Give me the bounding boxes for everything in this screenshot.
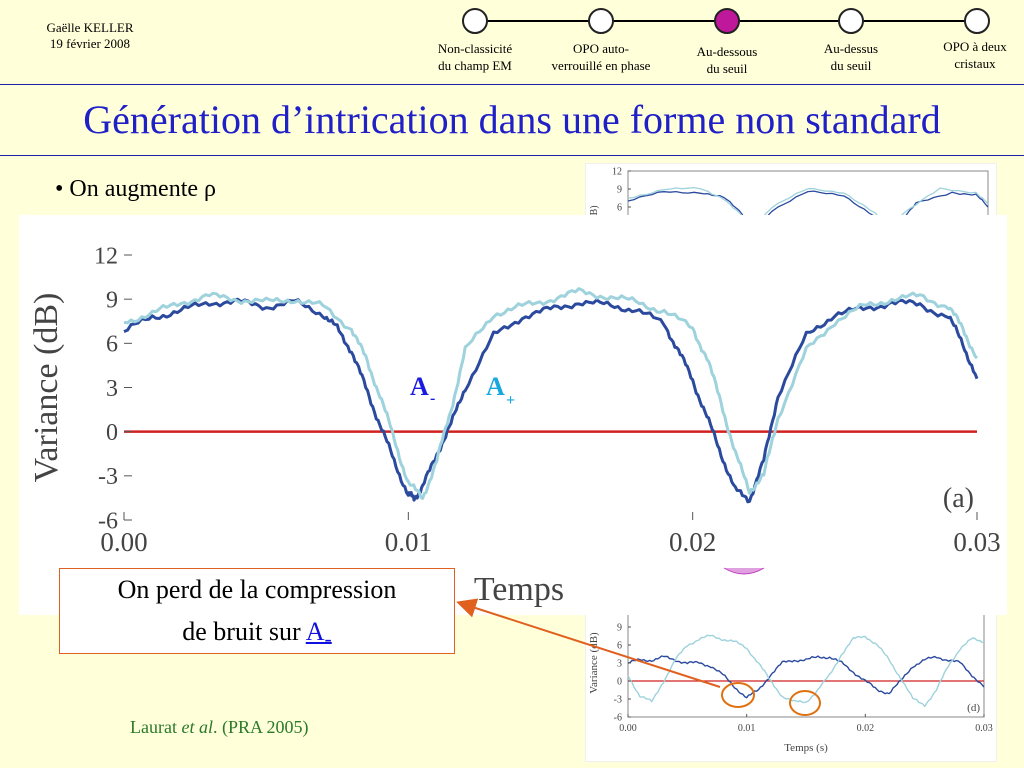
main-chart-panel: 12 9 6 3 0 -3 -6 0.00 0.01 0.02 0.03 Variance (dB) T… [19,215,1007,615]
y-tick-label: -6 [98,508,118,534]
y-tick-label: 0 [617,677,622,688]
y-tick-label: -6 [614,713,622,724]
series-line-dark [627,655,985,699]
series-line-light [627,634,985,708]
x-tick-label: 0.00 [100,527,147,557]
author-date: 19 février 2008 [49,36,131,51]
y-tick-label: 12 [94,243,118,269]
x-axis-label: Temps [474,571,564,608]
y-axis-label: Variance (dB) [28,293,65,483]
nav-label-3[interactable]: Au-dessous du seuil [696,44,758,76]
series-line-dark [123,297,979,504]
callout-a-minus: A- [305,617,332,652]
nav-label-4[interactable]: Au-dessus du seuil [823,41,879,73]
callout-line1: On perd de la compression [117,575,397,604]
nav-dot-5[interactable] [964,8,990,34]
nav-label-2[interactable]: OPO auto- verrouillé en phase [551,41,651,73]
y-tick-label: 6 [617,641,622,652]
slide-title: Génération d’intrication dans une forme … [83,97,941,142]
nav-dot-2[interactable] [588,8,614,34]
author-block: Gaëlle KELLER 19 février 2008 [0,20,180,52]
y-tick-label: 9 [617,185,622,196]
callout-box: On perd de la compression de bruit sur A… [59,568,455,654]
label-a-minus-sub: - [430,390,435,407]
progress-nav-track [462,8,990,34]
x-axis-label: Temps (s) [784,742,828,754]
rho-symbol: ρ [204,176,217,202]
nav-dot-1[interactable] [462,8,488,34]
nav-dot-3-active[interactable] [714,8,740,34]
x-tick-label: 0.00 [619,723,637,734]
y-tick-label: 12 [612,167,622,178]
callout-arrow [456,598,721,688]
author-name: Gaëlle KELLER [46,20,134,35]
label-a-plus-sub: + [506,392,515,409]
callout-line2: de bruit sur A- [182,617,332,652]
label-a-minus: A [410,372,429,401]
panel-label: (d) [967,702,980,714]
series-line-light [123,287,979,500]
y-tick-label: 6 [106,332,118,358]
y-tick-label: 0 [106,420,118,446]
title-rule-top [0,84,1024,85]
citation: Laurat et al. (PRA 2005) [130,717,309,737]
label-a-plus: A [486,372,505,401]
y-tick-label: 3 [617,659,622,670]
x-tick-label: 0.03 [975,723,993,734]
x-tick-label: 0.01 [738,723,756,734]
nav-label-1[interactable]: Non-classicité du champ EM [437,41,513,73]
nav-dot-4[interactable] [838,8,864,34]
y-tick-label: -3 [98,464,118,490]
panel-label: (a) [943,483,974,514]
y-tick-label: 6 [617,203,622,214]
x-tick-label: 0.03 [953,527,1000,557]
y-tick-label: 3 [106,376,118,402]
x-tick-label: 0.01 [385,527,432,557]
y-tick-label: 9 [106,288,118,314]
x-tick-label: 0.02 [669,527,716,557]
pink-shape [723,567,765,575]
nav-label-5[interactable]: OPO à deux cristaux [943,39,1007,71]
bullet-text: • On augmente ρ [55,176,217,202]
title-rule-bottom [0,155,1024,156]
highlight-circle-a-plus [789,690,821,716]
series-line-light [627,186,989,227]
x-tick-label: 0.02 [857,723,875,734]
y-tick-label: 9 [617,623,622,634]
highlight-circle-a-minus [721,682,755,708]
y-tick-label: -3 [614,695,622,706]
